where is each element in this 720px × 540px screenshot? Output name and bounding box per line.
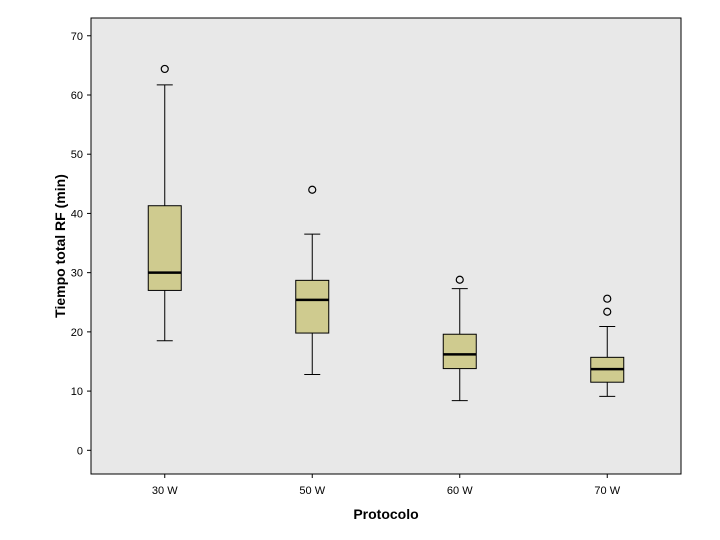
- y-tick-label: 60: [71, 90, 83, 102]
- outlier-point: [160, 64, 169, 74]
- outlier-point: [455, 275, 464, 284]
- iqr-box: [295, 279, 330, 334]
- x-tick-label: 30 W: [152, 485, 178, 497]
- outlier-point: [603, 294, 612, 303]
- y-tick-label: 10: [71, 386, 83, 398]
- x-axis: 30 W 50 W 60 W 70 W: [152, 474, 621, 497]
- box-60w: [442, 275, 477, 402]
- box-50w: [295, 185, 330, 376]
- plot-area: [90, 17, 682, 475]
- iqr-box: [442, 333, 477, 370]
- outlier-point: [308, 185, 317, 194]
- y-axis-title: Tiempo total RF (min): [52, 174, 68, 318]
- iqr-box: [147, 205, 182, 291]
- y-tick-label: 30: [71, 268, 83, 280]
- y-tick-label: 0: [77, 445, 83, 457]
- y-tick-label: 40: [71, 208, 83, 220]
- x-tick-label: 50 W: [299, 485, 325, 497]
- box-30w: [147, 64, 182, 342]
- outlier-point: [603, 307, 612, 316]
- x-tick-label: 70 W: [594, 485, 620, 497]
- y-axis: 0 10 20 30 40 50 60 70: [71, 31, 91, 457]
- x-axis-title: Protocolo: [353, 506, 418, 522]
- box-series: [147, 64, 625, 402]
- y-tick-label: 50: [71, 149, 83, 161]
- box-70w: [590, 294, 625, 397]
- y-tick-label: 70: [71, 31, 83, 43]
- x-tick-label: 60 W: [447, 485, 473, 497]
- y-tick-label: 20: [71, 327, 83, 339]
